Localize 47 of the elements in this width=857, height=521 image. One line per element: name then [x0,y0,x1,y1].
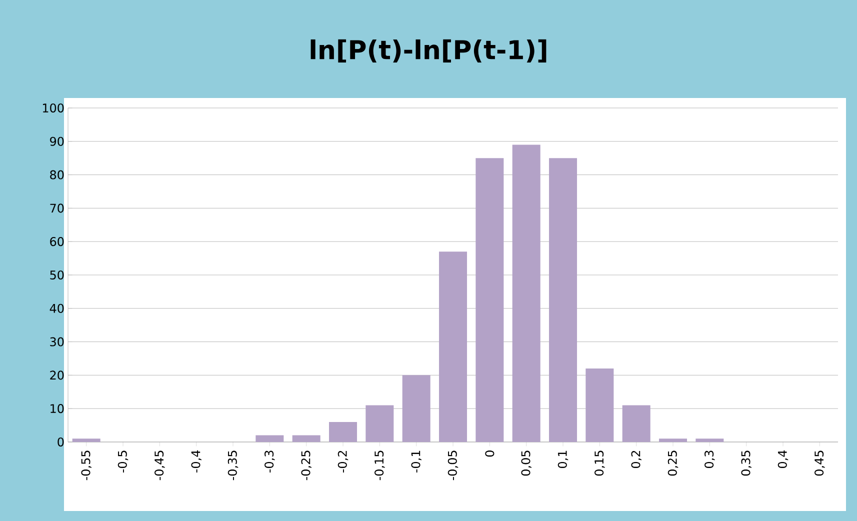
x-tick-label: 0,2 [631,450,642,468]
y-tick-label: 50 [50,270,64,280]
x-tick-label: 0,45 [814,450,825,476]
x-tick-label: 0,3 [704,450,715,468]
x-tick-label: -0,4 [191,450,202,473]
x-tick-label: 0,1 [558,450,568,468]
x-tick-label: -0,35 [228,450,238,480]
bar [696,438,724,442]
x-tick-label: 0,4 [778,450,788,468]
x-tick-label: -0,2 [338,450,348,473]
bar [256,435,284,442]
bar [622,405,650,442]
y-tick-label: 20 [50,370,64,380]
x-tick-label: -0,1 [411,450,422,473]
y-tick-label: 40 [50,304,64,313]
y-tick-label: 90 [50,136,64,146]
x-tick-label: 0,25 [668,450,678,476]
bar [402,375,430,442]
bar [366,405,394,442]
bar [476,158,504,442]
bar [586,368,614,442]
y-tick-label: 100 [42,103,64,113]
x-tick-label: -0,45 [154,450,165,480]
x-tick-label: -0,3 [264,450,275,473]
x-tick-label: -0,55 [81,450,92,480]
y-tick-label: 70 [50,204,64,213]
x-tick-label: 0,15 [594,450,605,476]
bar [329,422,358,442]
x-tick-label: -0,15 [374,450,385,480]
x-tick-label: -0,5 [118,450,128,473]
x-tick-label: 0 [485,450,494,457]
bar [72,438,100,442]
bar [292,435,320,442]
y-tick-label: 30 [50,337,64,346]
x-tick-label: -0,25 [301,450,312,480]
y-tick-label: 0 [58,437,64,447]
bar [659,438,688,442]
y-tick-label: 80 [50,170,64,180]
bar [439,252,468,442]
bar [512,144,540,442]
x-tick-label: -0,05 [448,450,458,480]
y-tick-label: 60 [50,237,64,246]
y-tick-label: 10 [50,404,64,414]
chart-title: ln[P(t)-ln[P(t-1)] [310,39,546,63]
x-tick-label: 0,05 [521,450,532,476]
x-tick-label: 0,35 [741,450,752,476]
bar [549,158,578,442]
